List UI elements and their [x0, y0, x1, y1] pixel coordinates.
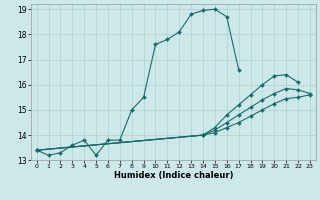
X-axis label: Humidex (Indice chaleur): Humidex (Indice chaleur): [114, 171, 233, 180]
